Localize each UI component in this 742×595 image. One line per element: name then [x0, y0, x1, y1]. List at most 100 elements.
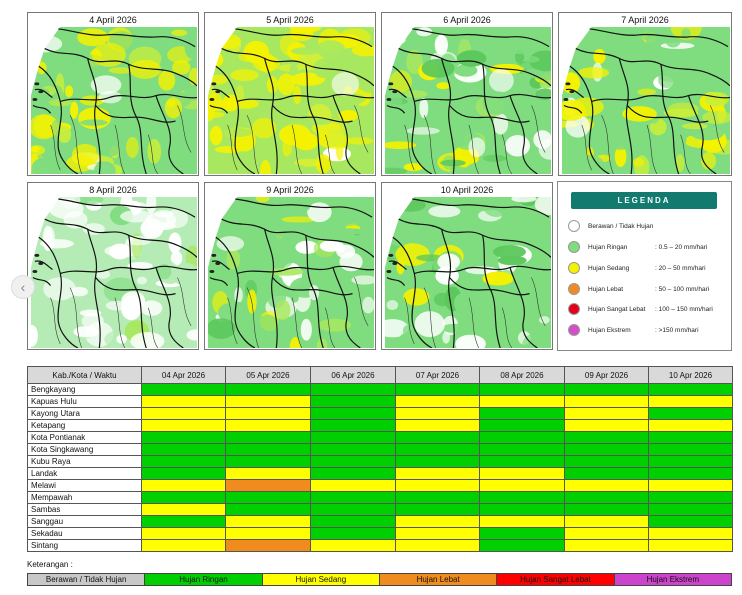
- forecast-cell: [310, 491, 396, 504]
- forecast-cell: [395, 479, 480, 492]
- forecast-cell: [648, 503, 733, 516]
- forecast-cell: [479, 503, 565, 516]
- rainfall-map-panel: 10 April 2026: [381, 182, 553, 350]
- forecast-table: Kab./Kota / Waktu 04 Apr 2026 05 Apr 2026 0…: [27, 366, 733, 552]
- table-header-date: 07 Apr 2026: [395, 366, 480, 384]
- region-name: Sanggau: [27, 515, 142, 528]
- forecast-cell: [479, 539, 565, 552]
- table-row: Landak: [27, 467, 733, 480]
- forecast-cell: [310, 515, 396, 528]
- table-row: Sambas: [27, 503, 733, 516]
- region-name: Bengkayang: [27, 383, 142, 396]
- legend-box: LEGENDA Berawan / Tidak Hujan Hujan Ringa…: [557, 181, 732, 351]
- table-row: Kota Singkawang: [27, 443, 733, 456]
- table-row: Mempawah: [27, 491, 733, 504]
- table-row: Kapuas Hulu: [27, 395, 733, 408]
- forecast-cell: [141, 491, 226, 504]
- forecast-cell: [564, 539, 649, 552]
- forecast-cell: [310, 419, 396, 432]
- table-header-date: 06 Apr 2026: [310, 366, 396, 384]
- legend-label: Hujan Lebat: [588, 286, 624, 293]
- forecast-cell: [564, 383, 649, 396]
- table-row: Kubu Raya: [27, 455, 733, 468]
- table-header-date: 05 Apr 2026: [225, 366, 311, 384]
- forecast-cell: [395, 503, 480, 516]
- forecast-cell: [141, 455, 226, 468]
- legend-label: Hujan Sangat Lebat: [588, 306, 646, 313]
- forecast-cell: [310, 467, 396, 480]
- table-row: Melawi: [27, 479, 733, 492]
- rainfall-map-panel: 8 April 2026: [27, 182, 199, 350]
- forecast-cell: [225, 455, 311, 468]
- forecast-cell: [648, 455, 733, 468]
- forecast-cell: [479, 491, 565, 504]
- legend-label: Hujan Ekstrem: [588, 327, 631, 334]
- previous-arrow-icon[interactable]: ‹: [11, 275, 35, 299]
- forecast-cell: [648, 419, 733, 432]
- region-name: Melawi: [27, 479, 142, 492]
- map-date-label: 8 April 2026: [89, 185, 137, 195]
- forecast-cell: [564, 479, 649, 492]
- rainfall-map: [31, 27, 197, 174]
- forecast-cell: [141, 407, 226, 420]
- legend-swatch: [568, 283, 580, 295]
- region-name: Sambas: [27, 503, 142, 516]
- forecast-cell: [564, 455, 649, 468]
- rainfall-map-panel: 6 April 2026: [381, 12, 553, 176]
- forecast-cell: [225, 503, 311, 516]
- keterangan-item: Hujan Sedang: [262, 574, 380, 585]
- forecast-cell: [648, 479, 733, 492]
- forecast-cell: [225, 443, 311, 456]
- forecast-cell: [479, 479, 565, 492]
- region-name: Mempawah: [27, 491, 142, 504]
- legend-title: LEGENDA: [571, 192, 717, 209]
- legend-label: Hujan Sedang: [588, 265, 630, 272]
- forecast-cell: [564, 515, 649, 528]
- forecast-cell: [141, 527, 226, 540]
- forecast-cell: [564, 407, 649, 420]
- forecast-cell: [395, 515, 480, 528]
- legend-range: : 20 – 50 mm/hari: [655, 265, 706, 272]
- table-row: Kayong Utara: [27, 407, 733, 420]
- region-name: Kota Singkawang: [27, 443, 142, 456]
- forecast-cell: [395, 443, 480, 456]
- forecast-cell: [479, 515, 565, 528]
- legend-label: Hujan Ringan: [588, 244, 628, 251]
- forecast-cell: [648, 539, 733, 552]
- forecast-cell: [564, 431, 649, 444]
- forecast-cell: [564, 527, 649, 540]
- forecast-cell: [479, 431, 565, 444]
- forecast-cell: [141, 515, 226, 528]
- forecast-cell: [479, 443, 565, 456]
- keterangan-item: Hujan Lebat: [379, 574, 498, 585]
- rainfall-map-panel: 9 April 2026: [204, 182, 376, 350]
- table-row: Sintang: [27, 539, 733, 552]
- forecast-cell: [141, 431, 226, 444]
- forecast-cell: [141, 443, 226, 456]
- forecast-cell: [648, 491, 733, 504]
- rainfall-map: [31, 197, 197, 348]
- region-name: Sintang: [27, 539, 142, 552]
- forecast-cell: [395, 395, 480, 408]
- rainfall-map-panel: 4 April 2026: [27, 12, 199, 176]
- forecast-cell: [648, 383, 733, 396]
- forecast-cell: [479, 383, 565, 396]
- table-header-region: Kab./Kota / Waktu: [27, 366, 142, 384]
- keterangan-item: Hujan Ekstrem: [614, 574, 731, 585]
- region-name: Sekadau: [27, 527, 142, 540]
- forecast-cell: [395, 455, 480, 468]
- forecast-cell: [564, 443, 649, 456]
- map-date-label: 5 April 2026: [266, 15, 314, 25]
- forecast-cell: [310, 383, 396, 396]
- forecast-cell: [141, 395, 226, 408]
- table-row: Ketapang: [27, 419, 733, 432]
- legend-range: : >150 mm/hari: [655, 327, 699, 334]
- forecast-cell: [395, 467, 480, 480]
- forecast-cell: [310, 527, 396, 540]
- legend-swatch: [568, 303, 580, 315]
- forecast-cell: [225, 383, 311, 396]
- forecast-cell: [648, 407, 733, 420]
- rainfall-map: [385, 197, 551, 348]
- forecast-cell: [225, 419, 311, 432]
- forecast-cell: [479, 407, 565, 420]
